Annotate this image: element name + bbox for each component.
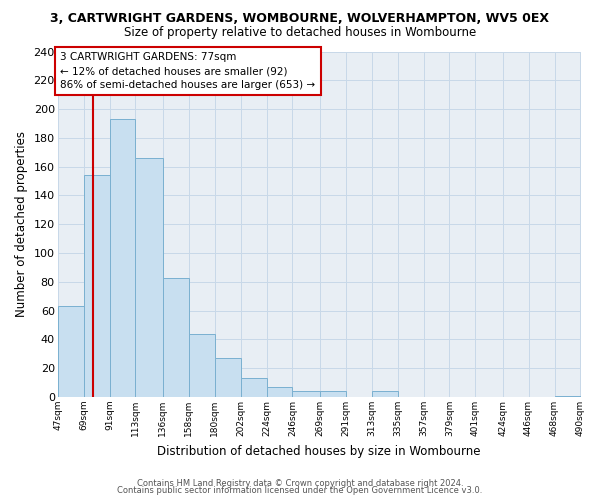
Text: Contains HM Land Registry data © Crown copyright and database right 2024.: Contains HM Land Registry data © Crown c…: [137, 478, 463, 488]
X-axis label: Distribution of detached houses by size in Wombourne: Distribution of detached houses by size …: [157, 444, 481, 458]
Bar: [215, 358, 241, 397]
Bar: [292, 392, 320, 397]
Text: Size of property relative to detached houses in Wombourne: Size of property relative to detached ho…: [124, 26, 476, 39]
Bar: [188, 334, 215, 397]
Bar: [110, 119, 136, 397]
Y-axis label: Number of detached properties: Number of detached properties: [15, 132, 28, 318]
Bar: [58, 306, 83, 397]
Bar: [320, 392, 346, 397]
Bar: [136, 158, 163, 397]
Text: 3 CARTWRIGHT GARDENS: 77sqm
← 12% of detached houses are smaller (92)
86% of sem: 3 CARTWRIGHT GARDENS: 77sqm ← 12% of det…: [60, 52, 316, 90]
Text: Contains public sector information licensed under the Open Government Licence v3: Contains public sector information licen…: [118, 486, 482, 495]
Bar: [371, 392, 398, 397]
Bar: [266, 387, 292, 397]
Bar: [163, 278, 188, 397]
Text: 3, CARTWRIGHT GARDENS, WOMBOURNE, WOLVERHAMPTON, WV5 0EX: 3, CARTWRIGHT GARDENS, WOMBOURNE, WOLVER…: [50, 12, 550, 26]
Bar: [83, 176, 110, 397]
Bar: [241, 378, 266, 397]
Bar: [554, 396, 581, 397]
